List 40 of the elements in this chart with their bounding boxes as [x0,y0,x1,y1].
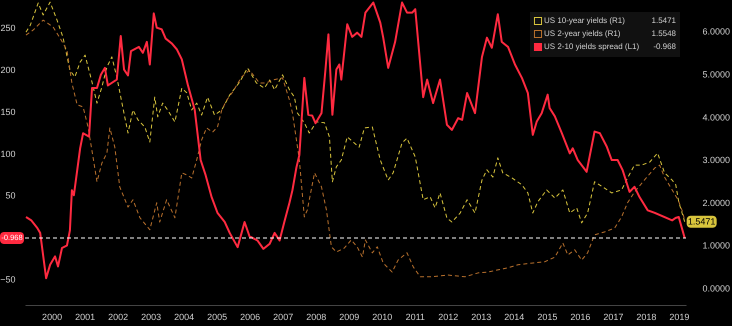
x-tick-label: 2008 [306,312,326,322]
x-tick-label: 2013 [471,312,492,322]
x-tick-label: 2005 [207,312,228,322]
y2-tick-label: 0.0000 [702,283,730,294]
x-tick-label: 2011 [406,312,425,322]
y-tick-label: 50 [5,190,16,201]
x-tick-label: 2018 [636,312,656,322]
x-tick-label: 2019 [669,312,690,322]
x-tick-label: 2000 [42,312,62,322]
y2-tick-label: 2.0000 [702,198,730,208]
x-tick-label: 2015 [537,312,558,322]
x-tick-label: 2006 [240,312,260,322]
y2-tick-label: 3.0000 [702,155,730,166]
legend-label: US 2-10 yields spread (L1) [544,42,640,51]
y2-tick-label: 4.0000 [702,112,730,122]
legend-label: US 2-year yields (R1) [544,29,621,38]
y-tick-label: 150 [0,106,16,117]
y2-tick-label: 5.0000 [702,70,730,80]
y-tick-label: 100 [0,148,16,159]
x-tick-label: 2001 [75,312,96,322]
x-tick-label: 2010 [372,312,392,322]
x-tick-label: 2017 [603,312,624,322]
annotation: 1.5471 [652,16,677,25]
x-tick-label: 2004 [174,312,194,322]
x-tick-label: 2014 [504,312,524,322]
legend-label: US 10-year yields (R1) [544,16,626,25]
x-tick-label: 2002 [108,312,128,322]
x-tick-label: 2003 [141,312,162,322]
annotation: 1.5471 [688,216,716,227]
y-tick-label: −50 [0,274,16,285]
x-tick-label: 2012 [438,312,458,322]
x-tick-label: 2007 [273,312,294,322]
y-tick-label: 200 [0,65,16,76]
y2-tick-label: 1.0000 [702,240,730,251]
y-tick-label: 250 [0,23,16,34]
annotation: 1.5548 [652,29,677,38]
x-tick-label: 2009 [339,312,360,322]
x-tick-label: 2016 [570,312,590,322]
annotation: -0.968 [653,42,677,51]
y2-tick-label: 6.0000 [702,26,730,37]
